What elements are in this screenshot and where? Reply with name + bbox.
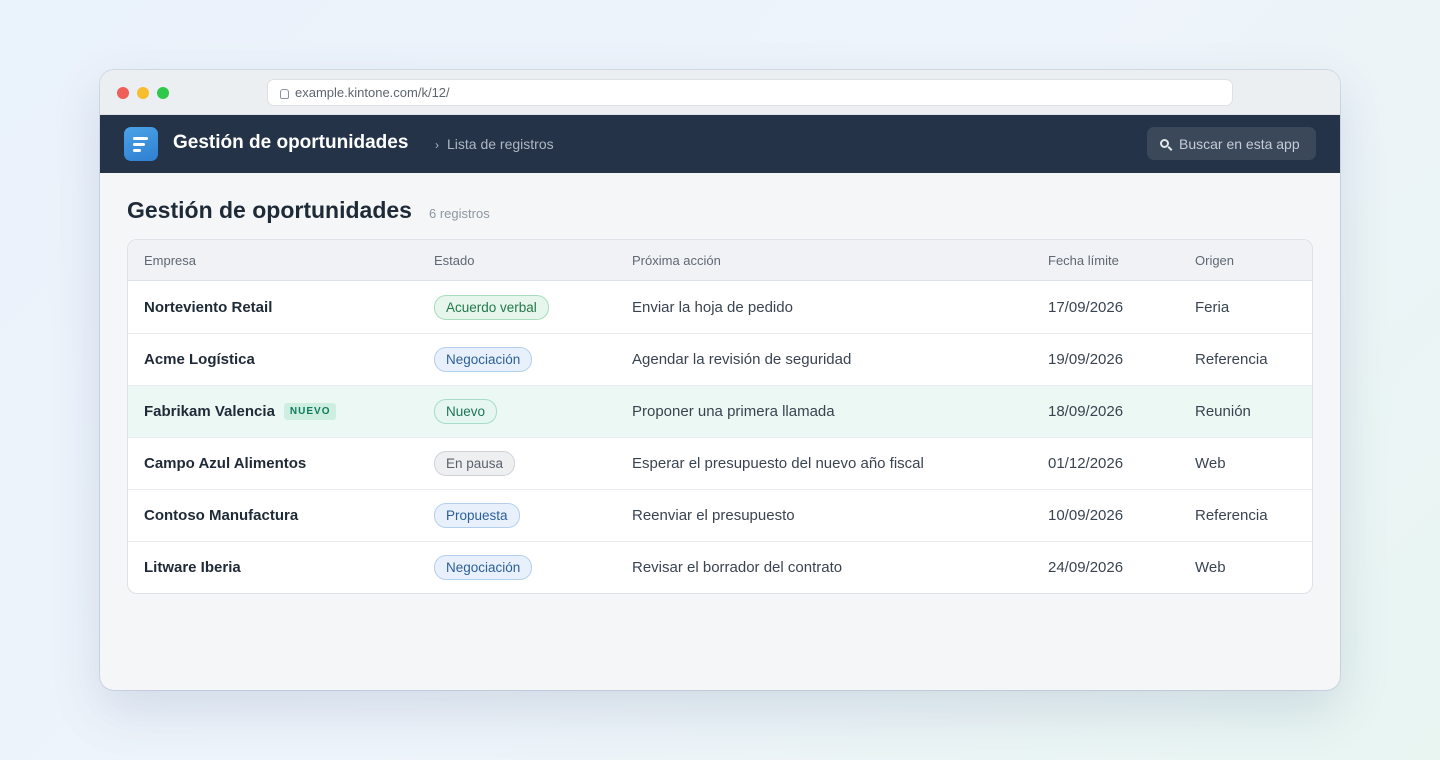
origin-cell: Web: [1195, 455, 1226, 472]
due-date-cell: 24/09/2026: [1048, 559, 1124, 576]
page-title: Gestión de oportunidades: [127, 197, 412, 223]
table-header-row: Empresa Estado Próxima acción Fecha lími…: [128, 240, 1312, 281]
page-heading: Gestión de oportunidades 6 registros: [127, 173, 1313, 239]
status-badge: Negociación: [434, 555, 533, 580]
next-action-cell: Esperar el presupuesto del nuevo año fis…: [632, 455, 924, 472]
origin-cell: Web: [1195, 559, 1226, 576]
origin-cell: Referencia: [1195, 507, 1268, 524]
status-cell: En pausa: [418, 451, 616, 476]
company-name[interactable]: Fabrikam Valencia: [144, 403, 275, 420]
browser-chrome: example.kintone.com/k/12/: [100, 70, 1340, 115]
breadcrumb: › Lista de registros: [435, 136, 554, 152]
address-bar-url: example.kintone.com/k/12/: [295, 85, 450, 100]
lock-icon: [280, 88, 289, 99]
status-badge: En pausa: [434, 451, 516, 476]
main-content: Gestión de oportunidades 6 registros Emp…: [100, 173, 1340, 594]
breadcrumb-separator: ›: [435, 138, 439, 152]
browser-window: example.kintone.com/k/12/ Gestión de opo…: [100, 70, 1340, 690]
status-badge: Acuerdo verbal: [434, 294, 549, 320]
company-cell: Campo Azul Alimentos: [128, 455, 418, 472]
minimize-window-button[interactable]: [137, 87, 149, 99]
company-name[interactable]: Campo Azul Alimentos: [144, 455, 307, 472]
records-table: Empresa Estado Próxima acción Fecha lími…: [127, 239, 1313, 594]
status-badge: Propuesta: [434, 503, 520, 528]
company-name[interactable]: Norteviento Retail: [144, 298, 273, 316]
status-cell: Negociación: [418, 555, 616, 580]
search-label: Buscar en esta app: [1179, 135, 1300, 152]
column-header-proxima-accion[interactable]: Próxima acción: [632, 252, 721, 268]
company-cell: Fabrikam Valencia NUEVO: [128, 403, 418, 420]
table-row[interactable]: Contoso Manufactura Propuesta Reenviar e…: [128, 489, 1312, 541]
due-date-cell: 01/12/2026: [1048, 455, 1124, 472]
status-cell: Nuevo: [418, 399, 616, 424]
status-badge: Negociación: [434, 347, 533, 372]
table-row[interactable]: Litware Iberia Negociación Revisar el bo…: [128, 541, 1312, 593]
origin-cell: Referencia: [1195, 351, 1268, 368]
close-window-button[interactable]: [117, 87, 129, 99]
company-cell: Contoso Manufactura: [128, 507, 418, 524]
column-header-empresa[interactable]: Empresa: [144, 252, 197, 268]
column-header-estado[interactable]: Estado: [434, 252, 475, 268]
due-date-cell: 17/09/2026: [1048, 298, 1124, 316]
search-icon: [1160, 139, 1169, 148]
table-row[interactable]: Campo Azul Alimentos En pausa Esperar el…: [128, 437, 1312, 489]
app-title[interactable]: Gestión de oportunidades: [173, 132, 409, 153]
next-action-cell: Reenviar el presupuesto: [632, 507, 795, 524]
status-badge: Nuevo: [434, 399, 498, 424]
company-cell: Litware Iberia: [128, 559, 418, 576]
record-count: 6 registros: [429, 206, 490, 221]
next-action-cell: Proponer una primera llamada: [632, 403, 835, 420]
status-cell: Acuerdo verbal: [418, 294, 616, 320]
due-date-cell: 10/09/2026: [1048, 507, 1124, 524]
address-bar[interactable]: example.kintone.com/k/12/: [267, 79, 1233, 106]
next-action-cell: Revisar el borrador del contrato: [632, 559, 843, 576]
column-header-origen[interactable]: Origen: [1195, 252, 1235, 268]
company-cell: Norteviento Retail: [128, 299, 418, 316]
app-search-button[interactable]: Buscar en esta app: [1147, 127, 1316, 160]
next-action-cell: Agendar la revisión de seguridad: [632, 351, 852, 368]
status-cell: Propuesta: [418, 503, 616, 528]
status-cell: Negociación: [418, 347, 616, 372]
table-row[interactable]: Norteviento Retail Acuerdo verbal Enviar…: [128, 281, 1312, 333]
origin-cell: Reunión: [1195, 403, 1251, 420]
new-record-badge: NUEVO: [283, 403, 337, 420]
company-name[interactable]: Contoso Manufactura: [144, 507, 299, 524]
origin-cell: Feria: [1195, 298, 1230, 316]
company-name[interactable]: Acme Logística: [144, 351, 255, 368]
due-date-cell: 19/09/2026: [1048, 351, 1124, 368]
next-action-cell: Enviar la hoja de pedido: [632, 298, 793, 316]
company-cell: Acme Logística: [128, 351, 418, 368]
table-row[interactable]: Acme Logística Negociación Agendar la re…: [128, 333, 1312, 385]
app-header: Gestión de oportunidades › Lista de regis…: [100, 115, 1340, 173]
due-date-cell: 18/09/2026: [1048, 403, 1124, 420]
company-name[interactable]: Litware Iberia: [144, 559, 241, 576]
list-app-icon[interactable]: [124, 127, 158, 161]
breadcrumb-current[interactable]: Lista de registros: [447, 136, 554, 152]
column-header-fecha-limite[interactable]: Fecha límite: [1048, 252, 1119, 268]
table-row-highlighted[interactable]: Fabrikam Valencia NUEVO Nuevo Proponer un…: [128, 385, 1312, 437]
maximize-window-button[interactable]: [157, 87, 169, 99]
